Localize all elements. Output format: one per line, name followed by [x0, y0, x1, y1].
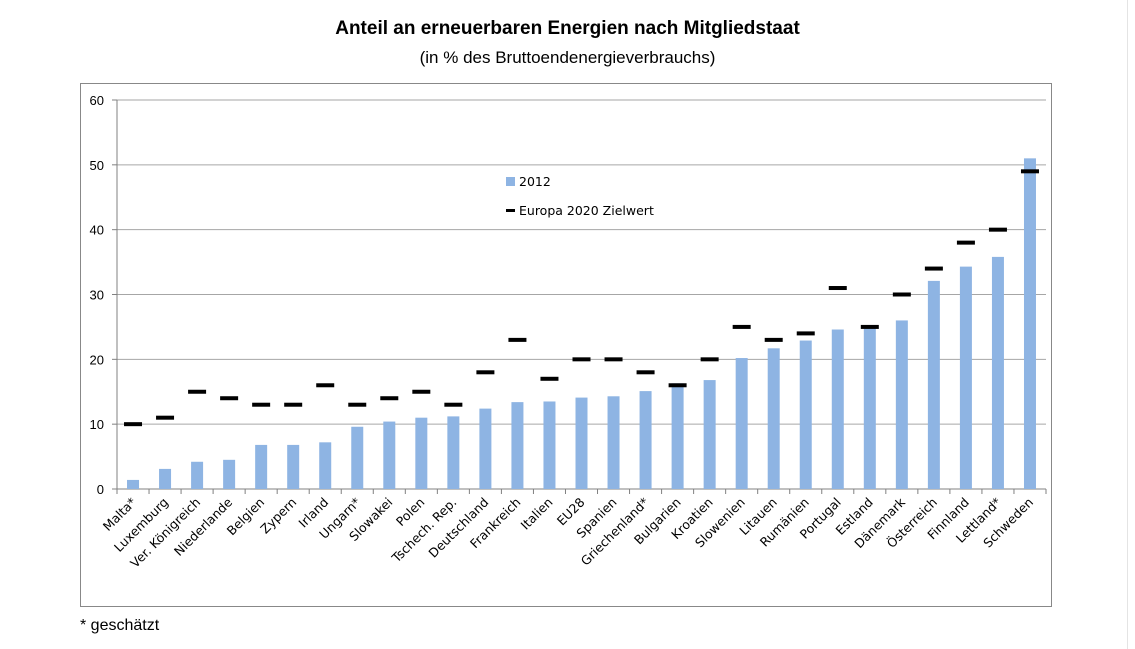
- bar-24: [895, 320, 908, 489]
- y-tick-label-30: 30: [90, 288, 104, 303]
- x-tick-label-13: Italien: [518, 495, 556, 533]
- target-marker-19: [732, 324, 751, 329]
- y-tick-label-20: 20: [90, 352, 104, 367]
- bar-9: [415, 417, 428, 489]
- legend-label-bar: 2012: [519, 174, 551, 189]
- y-tick-labels: 0 10 20 30 40 50 60: [90, 93, 104, 497]
- bar-10: [447, 416, 460, 489]
- target-marker-8: [380, 396, 399, 401]
- bar-23: [863, 325, 876, 489]
- bar-7: [351, 426, 364, 489]
- target-marker-20: [764, 337, 783, 342]
- bar-3: [223, 459, 236, 489]
- chart-title: Anteil an erneuerbaren Energien nach Mit…: [335, 18, 800, 39]
- target-marker-16: [636, 370, 655, 375]
- bar-layer: [127, 158, 1036, 489]
- bar-13: [543, 401, 556, 489]
- bar-0: [127, 479, 140, 489]
- y-tick-label-60: 60: [90, 93, 104, 108]
- target-marker-12: [508, 337, 527, 342]
- target-marker-18: [700, 357, 719, 362]
- target-marker-7: [348, 402, 367, 407]
- target-marker-4: [252, 402, 271, 407]
- chart-frame: [80, 83, 1052, 607]
- bar-27: [991, 256, 1004, 489]
- target-marker-25: [924, 266, 943, 271]
- bar-17: [671, 383, 684, 489]
- target-marker-26: [956, 240, 975, 245]
- target-marker-23: [860, 324, 879, 329]
- bar-20: [767, 348, 780, 489]
- bar-21: [799, 340, 812, 489]
- target-marker-24: [892, 292, 911, 297]
- target-marker-3: [220, 396, 239, 401]
- bar-2: [191, 461, 204, 489]
- bar-8: [383, 421, 396, 489]
- bar-16: [639, 391, 652, 489]
- bar-25: [927, 280, 940, 489]
- legend-swatch-bar: [506, 177, 515, 186]
- bar-18: [703, 380, 716, 489]
- bar-11: [479, 408, 492, 489]
- bar-5: [287, 444, 300, 489]
- target-marker-14: [572, 357, 591, 362]
- y-tick-label-50: 50: [90, 158, 104, 173]
- legend: 2012 Europa 2020 Zielwert: [506, 174, 654, 218]
- target-marker-11: [476, 370, 495, 375]
- bar-22: [831, 329, 844, 489]
- target-marker-28: [1020, 169, 1039, 174]
- target-marker-27: [988, 227, 1007, 232]
- footnote: * geschätzt: [80, 617, 160, 634]
- bar-26: [959, 266, 972, 489]
- y-tick-label-10: 10: [90, 417, 104, 432]
- bar-1: [159, 468, 172, 489]
- bar-15: [607, 396, 620, 489]
- target-marker-1: [156, 415, 175, 420]
- target-marker-0: [124, 422, 143, 427]
- bar-12: [511, 402, 524, 489]
- y-tick-label-0: 0: [97, 482, 104, 497]
- target-marker-17: [668, 383, 687, 388]
- target-marker-13: [540, 376, 559, 381]
- bar-28: [1023, 158, 1036, 489]
- target-marker-9: [412, 389, 431, 394]
- page-right-edge: [1127, 0, 1128, 649]
- target-marker-15: [604, 357, 623, 362]
- target-marker-5: [284, 402, 303, 407]
- legend-label-marker: Europa 2020 Zielwert: [519, 203, 654, 218]
- y-tick-label-40: 40: [90, 223, 104, 238]
- bar-19: [735, 358, 748, 489]
- bar-4: [255, 444, 268, 489]
- target-marker-10: [444, 402, 463, 407]
- legend-swatch-marker: [506, 209, 515, 212]
- marker-layer: [124, 169, 1039, 427]
- target-marker-22: [828, 286, 847, 291]
- target-marker-21: [796, 331, 815, 336]
- chart-subtitle: (in % des Bruttoendenergieverbrauchs): [419, 48, 716, 67]
- bar-6: [319, 442, 332, 489]
- target-marker-6: [316, 383, 335, 388]
- bar-14: [575, 397, 588, 489]
- target-marker-2: [188, 389, 207, 394]
- x-tick-label-5: Zypern: [257, 495, 299, 537]
